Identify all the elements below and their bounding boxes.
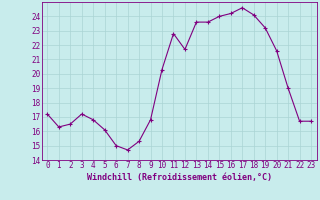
X-axis label: Windchill (Refroidissement éolien,°C): Windchill (Refroidissement éolien,°C) <box>87 173 272 182</box>
